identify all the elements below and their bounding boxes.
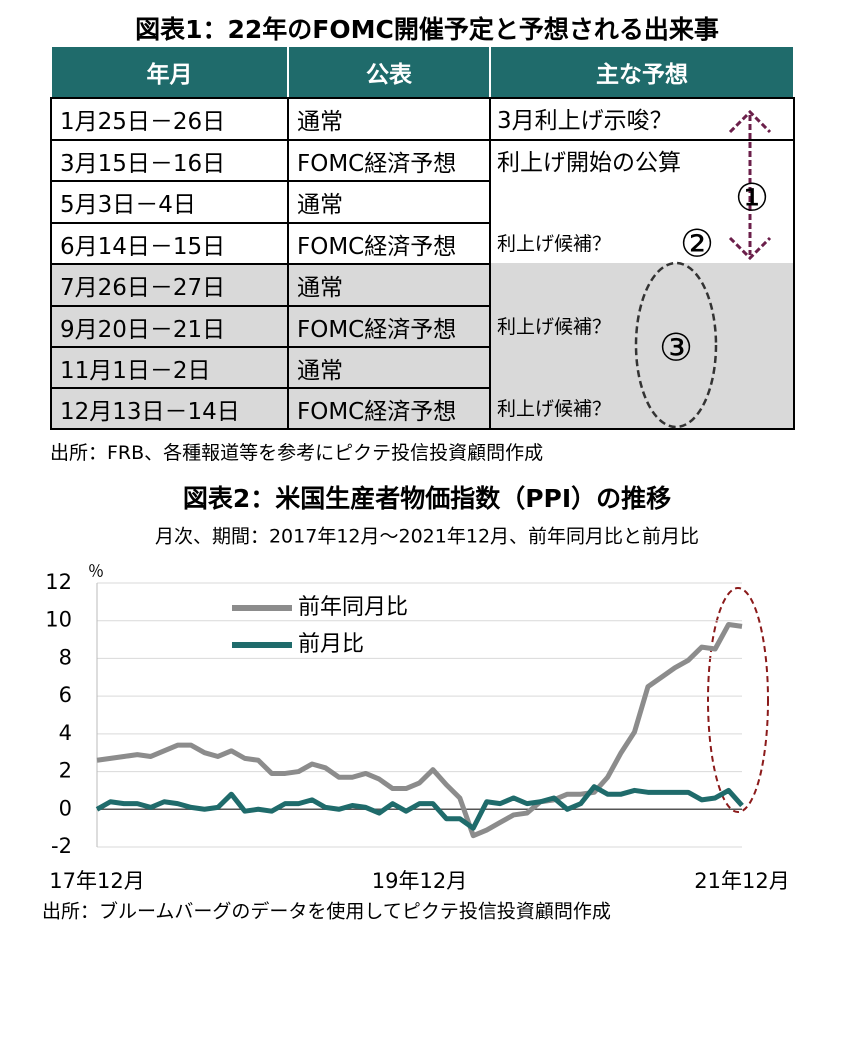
y-tick-label: 0	[59, 796, 72, 820]
x-tick-label: 19年12月	[372, 869, 467, 893]
y-tick-label: 12	[45, 570, 72, 594]
expectation: 利上げ候補？	[497, 316, 612, 338]
annotation: ②	[680, 222, 714, 266]
annotation: ③	[659, 326, 693, 370]
cell: 6月14日－15日	[50, 222, 289, 265]
arrow	[728, 109, 772, 261]
cell: 通常	[287, 97, 491, 141]
line	[95, 784, 744, 831]
y-tick-label: 4	[59, 721, 72, 745]
merged-cell	[489, 263, 795, 430]
chart-source: 出所：ブルームバーグのデータを使用してピクテ投信投資顧問作成	[42, 900, 611, 923]
y-tick-label: 6	[59, 683, 72, 707]
annotation: ①	[735, 176, 769, 220]
chart-subtitle: 月次、期間：2017年12月～2021年12月、前年同月比と前月比	[155, 526, 699, 548]
table-overlay: ① ② ③	[634, 109, 772, 429]
y-tick-label: -2	[51, 834, 72, 858]
x-tick-label: 21年12月	[694, 869, 789, 893]
line	[96, 621, 743, 839]
y-tick-label: 2	[59, 759, 72, 783]
merged-border	[489, 180, 795, 430]
table-source: 出所：FRB、各種報道等を参考にピクテ投信投資顧問作成	[50, 442, 544, 464]
cell: 通常	[287, 346, 491, 389]
y-tick-label: 10	[45, 608, 72, 632]
header-cell: 年月	[50, 45, 289, 99]
y-tick-label: 8	[59, 645, 72, 669]
expectation: 3月利上げ示唆？	[497, 108, 673, 134]
cell: 5月3日－4日	[50, 180, 289, 224]
legend-label: 前年同月比	[298, 595, 408, 620]
chart-title: 図表2：米国生産者物価指数（PPI）の推移	[183, 484, 671, 513]
y-unit: ％	[88, 562, 104, 581]
cell: 11月1日－2日	[50, 346, 289, 389]
expectation: 利上げ開始の公算	[497, 149, 681, 176]
cell: 3月15日－16日	[50, 139, 289, 182]
expectation: 利上げ候補？	[497, 233, 612, 255]
cell: 9月20日－21日	[50, 305, 289, 348]
expectation: 利上げ候補？	[497, 398, 612, 420]
ellipse	[634, 261, 718, 429]
x-tick-label: 17年12月	[49, 869, 144, 893]
legend-label: 前月比	[298, 632, 364, 657]
ellipse	[707, 587, 769, 813]
table-title: 図表1：22年のFOMC開催予定と予想される出来事	[135, 15, 719, 44]
cell: 12月13日－14日	[50, 387, 289, 430]
cell: FOMC経済予想	[287, 222, 491, 265]
